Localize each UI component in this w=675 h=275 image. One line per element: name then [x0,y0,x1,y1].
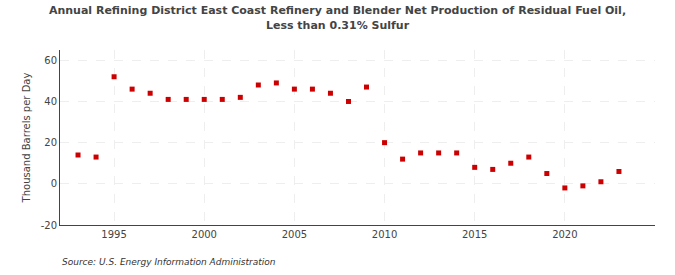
svg-text:2005: 2005 [282,229,307,240]
svg-text:40: 40 [44,96,57,107]
svg-text:-20: -20 [41,220,57,231]
svg-text:Thousand Barrels per Day: Thousand Barrels per Day [21,73,32,204]
svg-text:0: 0 [51,178,57,189]
svg-text:2000: 2000 [192,229,217,240]
svg-text:Annual Refining District East: Annual Refining District East Coast Refi… [49,4,626,31]
svg-text:Source: U.S. Energy Informatio: Source: U.S. Energy Information Administ… [62,257,276,267]
svg-text:60: 60 [44,55,57,66]
svg-text:2020: 2020 [552,229,577,240]
svg-text:20: 20 [44,137,57,148]
svg-text:1995: 1995 [101,229,126,240]
svg-text:2015: 2015 [462,229,487,240]
svg-text:2010: 2010 [372,229,397,240]
